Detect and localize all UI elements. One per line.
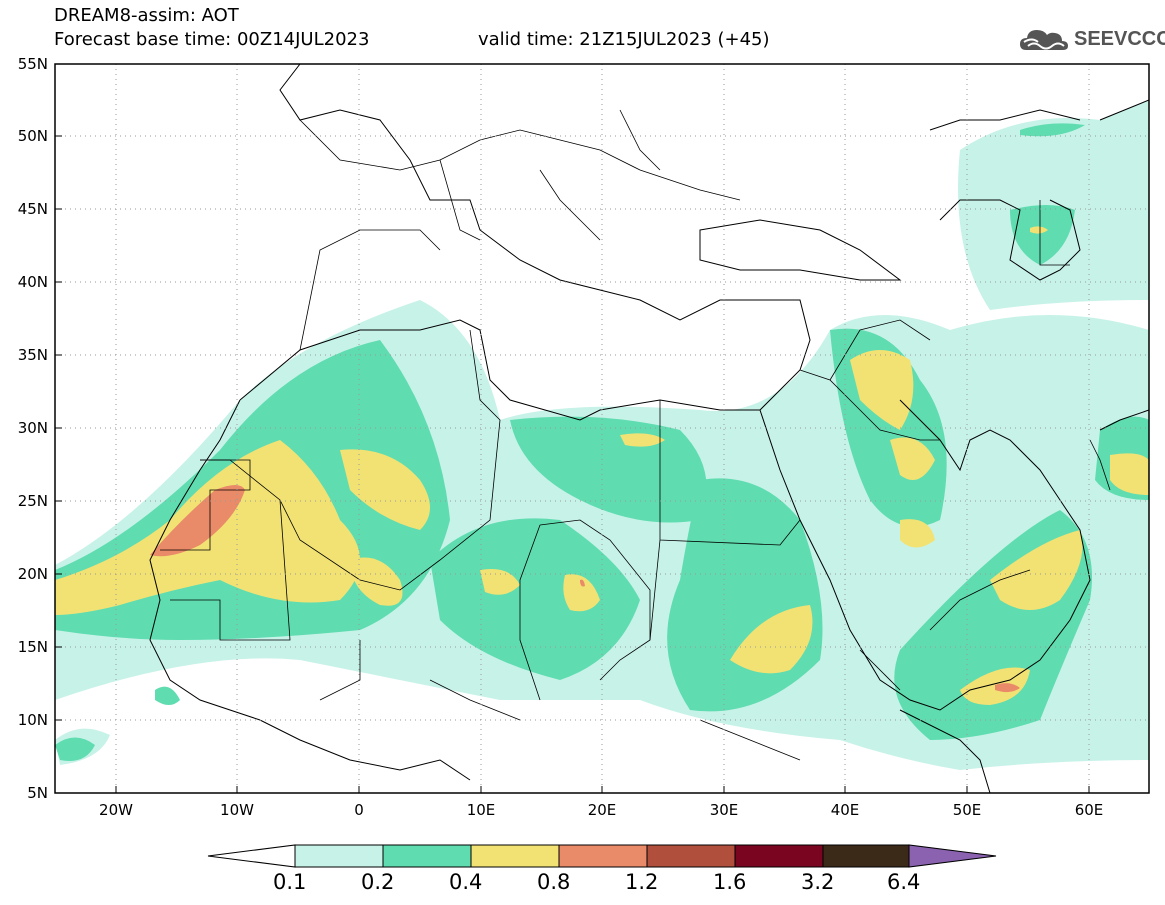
- aot-level-0.8: [150, 485, 1020, 693]
- colorbar-swatch: [558, 844, 648, 868]
- colorbar-swatch: [470, 844, 560, 868]
- colorbar-min-arrow: [207, 844, 296, 868]
- colorbar-max-arrow: [908, 844, 997, 868]
- colorbar-label: 1.6: [713, 870, 747, 894]
- colorbar-label: 0.2: [361, 870, 395, 894]
- lon-label: 50E: [953, 801, 982, 819]
- colorbar-swatch: [822, 844, 910, 868]
- lat-label: 40N: [18, 273, 48, 291]
- colorbar-label: 1.2: [625, 870, 659, 894]
- lat-label: 10N: [18, 711, 48, 729]
- colorbar-label: 6.4: [887, 870, 921, 894]
- lon-label: 10W: [220, 801, 254, 819]
- lon-label: 0: [354, 801, 364, 819]
- colorbar-swatch: [734, 844, 824, 868]
- lat-label: 15N: [18, 638, 48, 656]
- country-borders: [160, 109, 1111, 761]
- forecast-base-time: Forecast base time: 00Z14JUL2023: [54, 29, 370, 50]
- latitude-labels: 55N 50N 45N 40N 35N 30N 25N 20N 15N 10N …: [18, 55, 48, 802]
- lat-label: 25N: [18, 492, 48, 510]
- colorbar-swatch: [646, 844, 736, 868]
- logo-text: SEEVCCC: [1074, 28, 1165, 50]
- lat-label: 55N: [18, 55, 48, 73]
- tick-marks: [55, 63, 1090, 793]
- longitude-labels: 20W 10W 0 10E 20E 30E 40E 50E 60E: [99, 801, 1103, 819]
- lon-label: 20E: [588, 801, 617, 819]
- lat-label: 5N: [27, 784, 48, 802]
- lat-label: 50N: [18, 127, 48, 145]
- lat-label: 45N: [18, 200, 48, 218]
- colorbar-label: 0.1: [273, 870, 307, 894]
- lat-label: 20N: [18, 565, 48, 583]
- valid-time: valid time: 21Z15JUL2023 (+45): [478, 29, 770, 50]
- colorbar-label: 3.2: [801, 870, 835, 894]
- lon-label: 30E: [710, 801, 739, 819]
- aot-field: [55, 100, 1149, 770]
- lon-label: 10E: [467, 801, 496, 819]
- lon-label: 20W: [99, 801, 133, 819]
- lat-label: 30N: [18, 419, 48, 437]
- colorbar-label: 0.8: [537, 870, 571, 894]
- cloud-icon: [1020, 30, 1068, 50]
- map-title: DREAM8-assim: AOT: [54, 5, 239, 26]
- colorbar-swatch: [382, 844, 472, 868]
- colorbar-label: 0.4: [449, 870, 483, 894]
- colorbar-swatch: [294, 844, 384, 868]
- lat-label: 35N: [18, 346, 48, 364]
- colorbar: [207, 844, 997, 868]
- seevccc-logo: SEEVCCC: [1018, 24, 1165, 58]
- lon-label: 40E: [831, 801, 860, 819]
- lon-label: 60E: [1075, 801, 1104, 819]
